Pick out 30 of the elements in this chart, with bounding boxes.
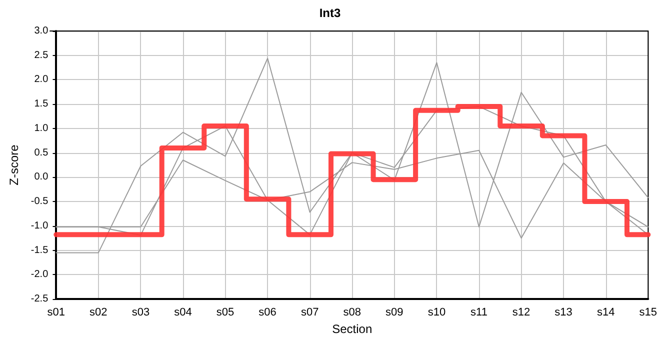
y-axis-title: Z-score: [7, 144, 21, 186]
y-tick-label: -0.5: [30, 196, 49, 208]
x-tick-label: s05: [216, 306, 234, 318]
y-tick-label: -2.5: [30, 294, 49, 304]
y-tick-label: -1.5: [30, 244, 49, 256]
x-tick-label: s12: [512, 306, 530, 318]
x-tick-label: s10: [428, 306, 446, 318]
y-tick-label: -2.0: [30, 269, 49, 280]
chart-title: Int3: [319, 6, 341, 20]
x-tick-label: s01: [47, 306, 66, 318]
x-tick-label: s13: [554, 306, 572, 318]
y-tick-label: 0.0: [34, 172, 49, 183]
x-tick-label: s09: [386, 306, 404, 318]
y-tick-label: 0.5: [34, 147, 49, 158]
x-tick-label: s07: [300, 306, 319, 318]
x-tick-label: s14: [596, 306, 615, 318]
x-tick-label: s04: [174, 306, 192, 318]
y-tick-label: 1.0: [34, 122, 49, 134]
y-tick-label: -1.0: [30, 220, 49, 232]
y-tick-label: 2.0: [34, 74, 49, 86]
y-tick-label: 3.0: [34, 26, 49, 36]
x-tick-label: s02: [90, 306, 108, 318]
x-tick-label: s03: [132, 306, 150, 318]
x-axis-title: Section: [332, 322, 372, 336]
x-tick-label: s11: [470, 306, 488, 318]
y-tick-label: 2.5: [34, 50, 49, 61]
x-tick-label: s15: [639, 306, 658, 318]
x-tick-label: s06: [258, 306, 276, 318]
x-tick-label: s08: [343, 306, 362, 318]
y-tick-label: 1.5: [34, 98, 49, 110]
